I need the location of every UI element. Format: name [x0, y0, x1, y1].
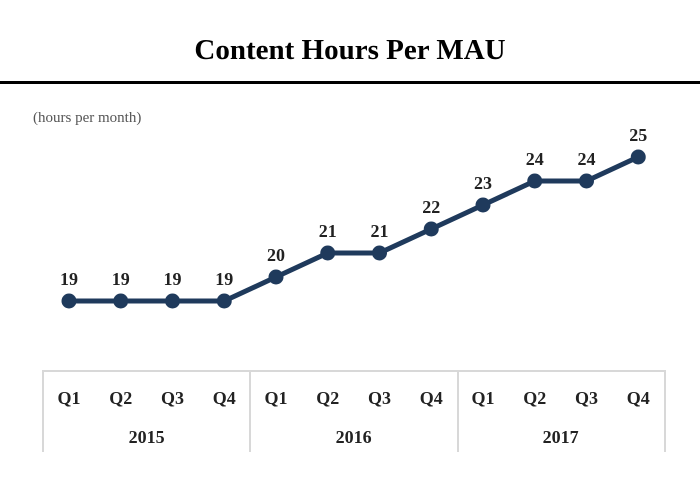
data-point: [165, 293, 180, 309]
data-point: [372, 245, 387, 261]
x-group-label: 2016: [336, 427, 372, 447]
x-tick-label: Q4: [627, 388, 650, 408]
data-point: [527, 173, 543, 189]
axis-table-border: [42, 370, 666, 452]
data-point: [423, 221, 439, 237]
data-label: 22: [422, 197, 440, 217]
x-tick-label: Q1: [264, 388, 287, 408]
data-label: 21: [319, 221, 337, 241]
data-point: [268, 269, 284, 285]
x-tick-label: Q3: [368, 388, 391, 408]
x-tick-label: Q1: [57, 388, 80, 408]
data-point: [113, 293, 129, 309]
x-tick-label: Q2: [316, 388, 339, 408]
data-label: 19: [215, 269, 233, 289]
data-label: 25: [629, 125, 647, 145]
x-tick-label: Q2: [523, 388, 546, 408]
x-tick-label: Q3: [161, 388, 184, 408]
x-tick-label: Q3: [575, 388, 598, 408]
data-label: 23: [474, 173, 492, 193]
data-label: 19: [164, 269, 182, 289]
data-point: [475, 197, 491, 213]
data-label: 24: [578, 149, 596, 169]
title-rule: [0, 81, 700, 84]
x-tick-label: Q4: [420, 388, 443, 408]
x-tick-label: Q2: [109, 388, 132, 408]
unit-label: (hours per month): [33, 110, 142, 126]
data-label: 19: [60, 269, 78, 289]
x-group-label: 2017: [543, 427, 579, 447]
data-point: [216, 293, 232, 309]
data-label: 19: [112, 269, 130, 289]
x-group-label: 2015: [129, 427, 165, 447]
x-tick-label: Q1: [471, 388, 494, 408]
x-tick-label: Q4: [213, 388, 236, 408]
data-label: 24: [526, 149, 544, 169]
series-line: [69, 154, 640, 304]
data-point: [630, 149, 646, 165]
data-point: [320, 245, 336, 261]
data-label: 20: [267, 245, 285, 265]
data-point: [579, 173, 594, 189]
data-point: [61, 293, 77, 309]
data-label: 21: [371, 221, 389, 241]
chart-title: Content Hours Per MAU: [194, 34, 506, 66]
